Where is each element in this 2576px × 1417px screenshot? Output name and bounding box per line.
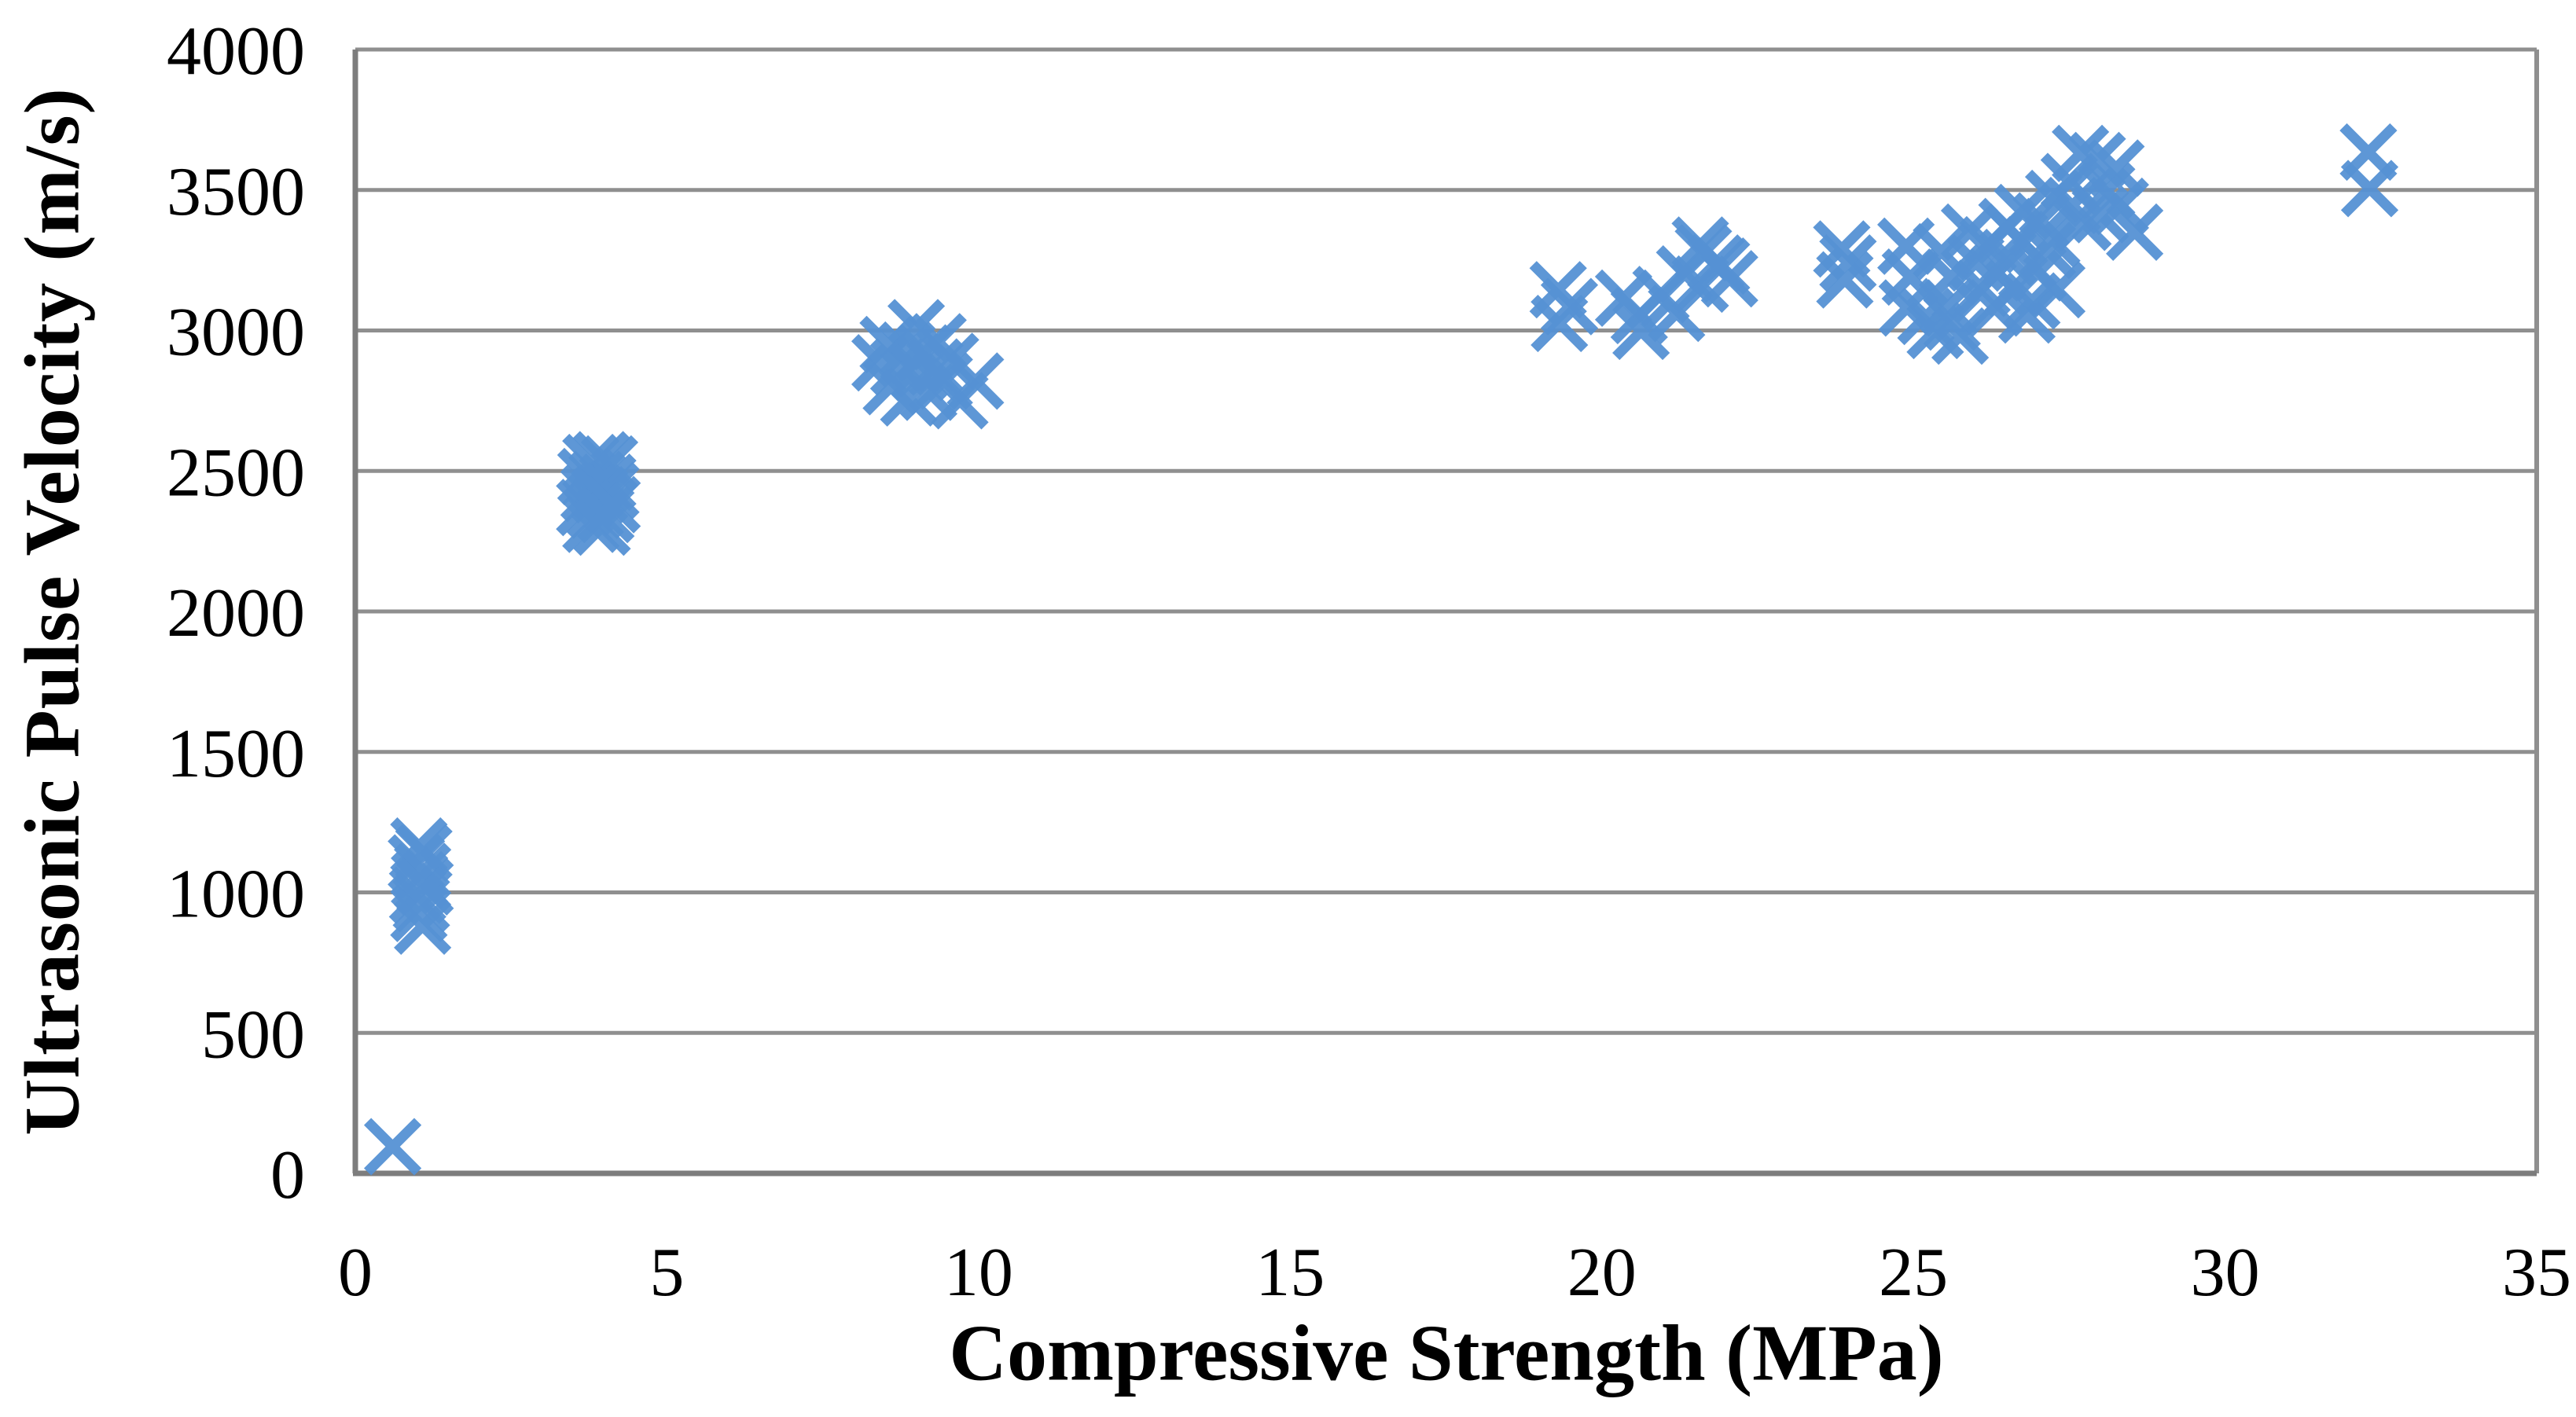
y-tick-label-500: 500 <box>201 997 305 1073</box>
y-axis-title: Ultrasonic Pulse Velocity (m/s) <box>8 87 96 1136</box>
data-point-marker <box>2106 203 2164 261</box>
y-tick-label-2000: 2000 <box>167 575 305 652</box>
x-tick-label-25: 25 <box>1879 1235 1948 1311</box>
x-tick-label-30: 30 <box>2191 1235 2260 1311</box>
data-point-marker <box>2027 261 2086 319</box>
data-point-marker <box>1819 234 1877 292</box>
data-point-marker <box>2052 124 2110 182</box>
x-tick-label-5: 5 <box>649 1235 684 1311</box>
data-point-marker <box>1700 250 1758 308</box>
data-point-marker <box>2340 160 2399 218</box>
data-point-marker <box>392 875 450 933</box>
data-point-marker <box>1816 251 1874 309</box>
x-tick-label-0: 0 <box>338 1235 373 1311</box>
x-tick-label-35: 35 <box>2502 1235 2571 1311</box>
data-point-marker <box>2054 193 2112 251</box>
x-tick-label-15: 15 <box>1255 1235 1325 1311</box>
data-point-marker <box>946 352 1005 410</box>
y-tick-label-1000: 1000 <box>167 857 305 933</box>
y-tick-label-3000: 3000 <box>167 295 305 371</box>
y-tick-label-1500: 1500 <box>167 716 305 792</box>
y-tick-label-2500: 2500 <box>167 435 305 511</box>
y-tick-label-4000: 4000 <box>167 13 305 90</box>
y-tick-label-0: 0 <box>270 1137 305 1213</box>
data-point-marker <box>1540 277 1599 336</box>
data-point-marker <box>583 475 641 534</box>
data-point-marker <box>394 897 452 955</box>
x-tick-label-20: 20 <box>1567 1235 1637 1311</box>
data-point-marker <box>363 1118 422 1176</box>
y-tick-label-3500: 3500 <box>167 154 305 230</box>
data-point-marker <box>1612 302 1670 361</box>
data-point-marker <box>390 884 448 942</box>
x-tick-label-10: 10 <box>944 1235 1013 1311</box>
x-axis-title: Compressive Strength (MPa) <box>949 1309 1944 1398</box>
